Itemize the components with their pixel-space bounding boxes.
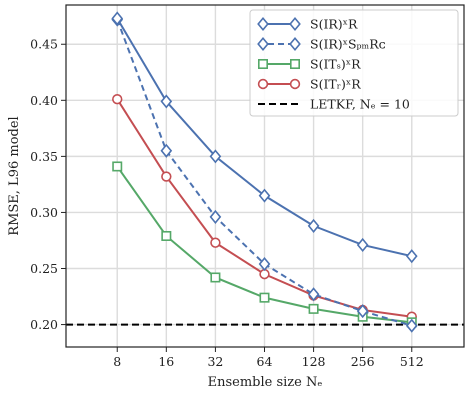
data-point [259,292,270,303]
y-tick-label: 0.20 [30,317,58,332]
data-point [161,230,172,241]
legend-marker [289,78,301,90]
legend-marker [257,78,269,90]
data-point [112,93,123,105]
y-tick-label: 0.30 [30,205,58,220]
x-tick-label: 32 [207,354,223,369]
data-point [160,143,173,158]
legend-marker [257,36,269,52]
x-tick-label: 128 [302,354,326,369]
x-tick-label: 256 [351,354,375,369]
series-0 [111,11,418,264]
data-point [307,218,320,233]
data-point [210,272,221,283]
data-point [160,94,173,109]
data-point [356,304,369,319]
data-point [405,318,418,333]
y-tick-label: 0.25 [30,261,58,276]
legend-marker [289,36,301,52]
data-point [307,287,320,302]
x-tick-label: 512 [400,354,424,369]
y-axis: 0.20 0.25 0.30 0.35 0.40 0.45 [30,37,66,332]
x-tick-label: 64 [257,354,273,369]
data-point [209,209,222,224]
x-tick-label: 8 [113,354,121,369]
legend-marker [257,16,269,32]
y-tick-label: 0.35 [30,149,58,164]
y-tick-label: 0.45 [30,37,58,52]
data-point [405,249,418,264]
data-point [111,11,124,26]
y-axis-label: RMSE, L96 model [7,116,22,235]
data-point [258,256,271,272]
legend-entry: S(IR)ˣR [257,16,358,32]
x-axis: 8 16 32 64 128 256 512 [113,347,424,369]
data-point [112,161,123,172]
legend-entry: S(ITₛ)ˣR [257,57,361,72]
legend-box [249,9,459,117]
legend: S(IR)ˣR S(IR)ˣSₚₘRᴄ S(ITₛ)ˣR S(ITᵣ)ˣR LETKF,… [249,9,459,117]
data-point [258,188,271,203]
legend-entry: S(IR)ˣSₚₘRᴄ [257,36,386,52]
legend-entry: S(ITᵣ)ˣR [257,77,361,92]
series-layer [111,11,418,333]
legend-label: S(ITₛ)ˣR [310,57,361,72]
data-point [308,303,319,314]
data-point [210,237,221,248]
legend-marker [257,58,268,69]
y-tick-label: 0.40 [30,93,58,108]
x-axis-label: Ensemble size Nₑ [208,375,323,390]
legend-label: S(IR)ˣSₚₘRᴄ [310,37,386,52]
data-point [209,149,222,164]
legend-label: S(ITᵣ)ˣR [310,77,361,92]
legend-label: S(IR)ˣR [310,17,358,32]
legend-entry: LETKF, Nₑ = 10 [258,97,410,112]
series-1 [111,12,418,333]
data-point [356,237,369,253]
legend-marker [289,58,300,69]
x-tick-label: 16 [158,354,174,369]
legend-marker [289,16,301,32]
legend-label: LETKF, Nₑ = 10 [310,97,410,112]
data-point [161,171,172,182]
